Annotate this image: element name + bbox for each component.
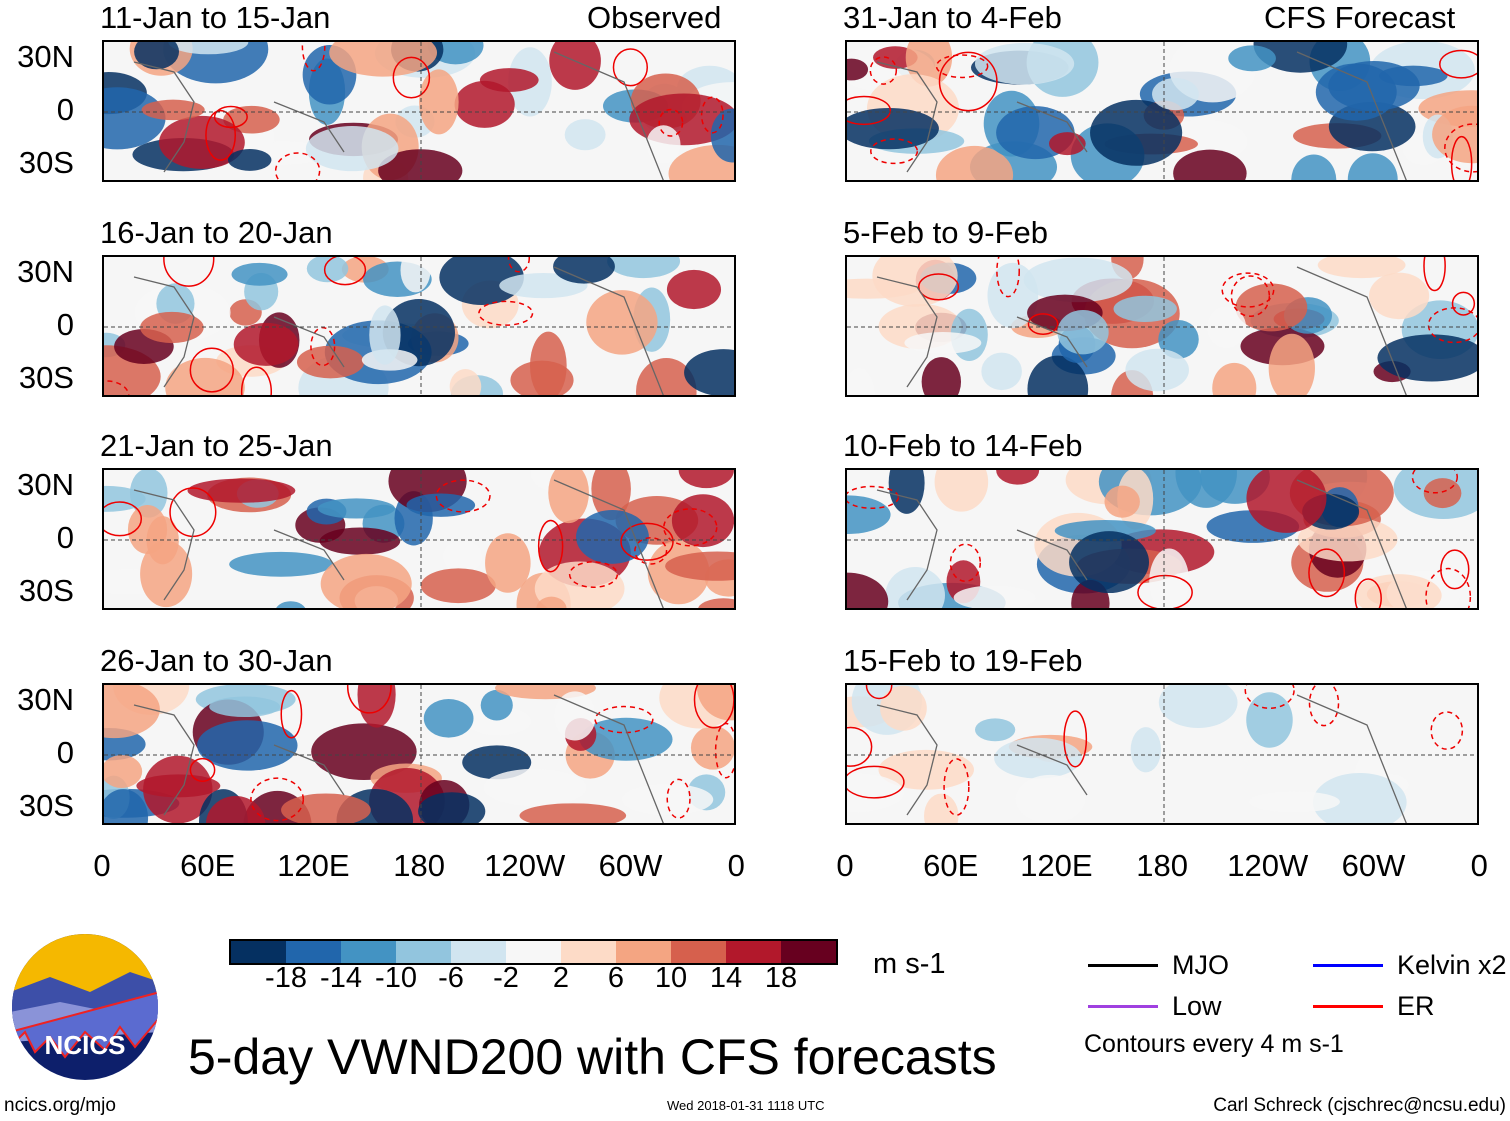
colorbar-swatch: [781, 941, 836, 963]
map-panel: [102, 683, 736, 825]
panel-title: 26-Jan to 30-Jan: [100, 643, 333, 678]
lat-tick: 30N: [17, 39, 74, 74]
legend-kelvin: Kelvin x2: [1313, 950, 1507, 981]
lat-tick: 30N: [17, 467, 74, 502]
colorbar-swatch: [561, 941, 616, 963]
lon-tick: 0: [1470, 848, 1488, 883]
lon-tick: 120E: [277, 848, 350, 883]
panel-title: 31-Jan to 4-Feb: [843, 0, 1062, 35]
legend-er: ER: [1313, 991, 1435, 1022]
observed-label: Observed: [587, 0, 722, 35]
footer-url[interactable]: ncics.org/mjo: [4, 1095, 116, 1116]
panel-title: 16-Jan to 20-Jan: [100, 215, 333, 250]
lon-tick: 0: [836, 848, 854, 883]
svg-text:NCICS: NCICS: [45, 1030, 126, 1060]
map-panel: [845, 255, 1479, 397]
lon-tick: 60E: [180, 848, 236, 883]
ncics-logo: NCICS: [12, 934, 158, 1080]
lon-tick: 120W: [484, 848, 566, 883]
lon-tick: 0: [93, 848, 111, 883]
colorbar: [229, 939, 838, 965]
lon-tick: 120E: [1020, 848, 1093, 883]
map-panel: [845, 468, 1479, 610]
lat-tick: 0: [56, 92, 74, 127]
colorbar-swatch: [451, 941, 506, 963]
colorbar-swatch: [506, 941, 561, 963]
colorbar-swatch: [726, 941, 781, 963]
lat-tick: 0: [56, 520, 74, 555]
panel-title: 10-Feb to 14-Feb: [843, 428, 1083, 463]
lon-tick: 180: [393, 848, 445, 883]
legend-low: Low: [1088, 991, 1222, 1022]
colorbar-label: 2: [552, 962, 570, 994]
figure-title: 5-day VWND200 with CFS forecasts: [188, 1029, 997, 1085]
colorbar-label: 10: [654, 962, 688, 994]
lon-tick: 180: [1136, 848, 1188, 883]
colorbar-swatch: [396, 941, 451, 963]
panel-title: 5-Feb to 9-Feb: [843, 215, 1049, 250]
footer-timestamp: Wed 2018-01-31 1118 UTC: [667, 1098, 825, 1113]
colorbar-swatch: [671, 941, 726, 963]
lon-tick: 60W: [598, 848, 663, 883]
map-panel: [102, 255, 736, 397]
colorbar-label: 6: [607, 962, 625, 994]
colorbar-label: -6: [438, 962, 464, 994]
lat-tick: 30N: [17, 254, 74, 289]
lat-tick: 30N: [17, 682, 74, 717]
colorbar-label: -18: [265, 962, 307, 994]
colorbar-label: 14: [709, 962, 743, 994]
map-panel: [845, 40, 1479, 182]
colorbar-label: -14: [320, 962, 362, 994]
lat-tick: 0: [56, 735, 74, 770]
legend-mjo: MJO: [1088, 950, 1229, 981]
lon-tick: 120W: [1227, 848, 1309, 883]
colorbar-label: -10: [375, 962, 417, 994]
panel-title: 21-Jan to 25-Jan: [100, 428, 333, 463]
colorbar-swatch: [231, 941, 286, 963]
lat-tick: 30S: [18, 145, 74, 180]
colorbar-label: 18: [764, 962, 798, 994]
panel-title: 15-Feb to 19-Feb: [843, 643, 1083, 678]
colorbar-label: -2: [493, 962, 519, 994]
colorbar-swatch: [616, 941, 671, 963]
lat-tick: 30S: [18, 360, 74, 395]
contour-note: Contours every 4 m s-1: [1084, 1030, 1344, 1058]
panel-title: 11-Jan to 15-Jan: [100, 0, 331, 35]
footer-author: Carl Schreck (cjschrec@ncsu.edu): [1213, 1095, 1506, 1116]
colorbar-swatch: [286, 941, 341, 963]
lon-tick: 60W: [1341, 848, 1406, 883]
map-panel: [102, 40, 736, 182]
lat-tick: 30S: [18, 573, 74, 608]
forecast-label: CFS Forecast: [1264, 0, 1456, 35]
colorbar-swatch: [341, 941, 396, 963]
lat-tick: 30S: [18, 788, 74, 823]
map-panel: [102, 468, 736, 610]
colorbar-units: m s-1: [873, 948, 946, 980]
lon-tick: 0: [727, 848, 745, 883]
lat-tick: 0: [56, 307, 74, 342]
map-panel: [845, 683, 1479, 825]
lon-tick: 60E: [923, 848, 979, 883]
